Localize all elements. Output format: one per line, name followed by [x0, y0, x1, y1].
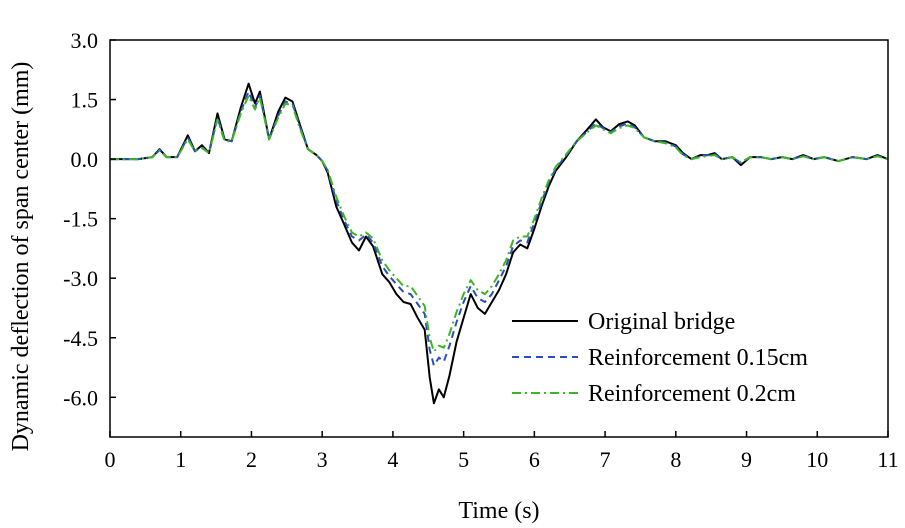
x-tick-label: 2: [246, 447, 257, 472]
series-line-2: [110, 94, 889, 353]
x-tick-label: 7: [600, 447, 611, 472]
series-line-1: [110, 90, 889, 367]
ticks-layer: [109, 39, 889, 437]
x-tick-label: 3: [317, 447, 328, 472]
x-tick-label: 11: [877, 447, 898, 472]
legend: Original bridge Reinforcement 0.15cm Reinf…: [512, 309, 808, 407]
series-layer: [110, 82, 889, 405]
x-tick-label: 10: [806, 447, 828, 472]
x-tick-label: 4: [387, 447, 398, 472]
y-tick-label: -3.0: [63, 266, 98, 291]
x-tick-label: 9: [741, 447, 752, 472]
y-tick-label: -4.5: [63, 326, 98, 351]
y-tick-label: 3.0: [71, 28, 99, 53]
x-tick-label: 1: [175, 447, 186, 472]
x-tick-label: 6: [529, 447, 540, 472]
legend-label-0: Original bridge: [588, 309, 735, 335]
x-axis-label: Time (s): [458, 498, 539, 524]
legend-label-2: Reinforcement 0.2cm: [588, 381, 796, 407]
tick-labels: 0 1 2 3 4 5 6 7 8 9 10 11 3.0 1.5 0.0 -1.5 -3.0 -4.5 -6.0: [63, 28, 898, 472]
legend-label-1: Reinforcement 0.15cm: [588, 345, 808, 371]
y-tick-label: -1.5: [63, 207, 98, 232]
plot-frame: [109, 39, 889, 438]
y-tick-label: 0.0: [71, 147, 99, 172]
y-tick-label: -6.0: [63, 385, 98, 410]
y-axis-label: Dynamic deflection of span center (mm): [8, 62, 34, 452]
x-tick-label: 8: [670, 447, 681, 472]
x-tick-label: 0: [105, 447, 116, 472]
y-tick-label: 1.5: [71, 88, 99, 113]
x-tick-label: 5: [458, 447, 469, 472]
